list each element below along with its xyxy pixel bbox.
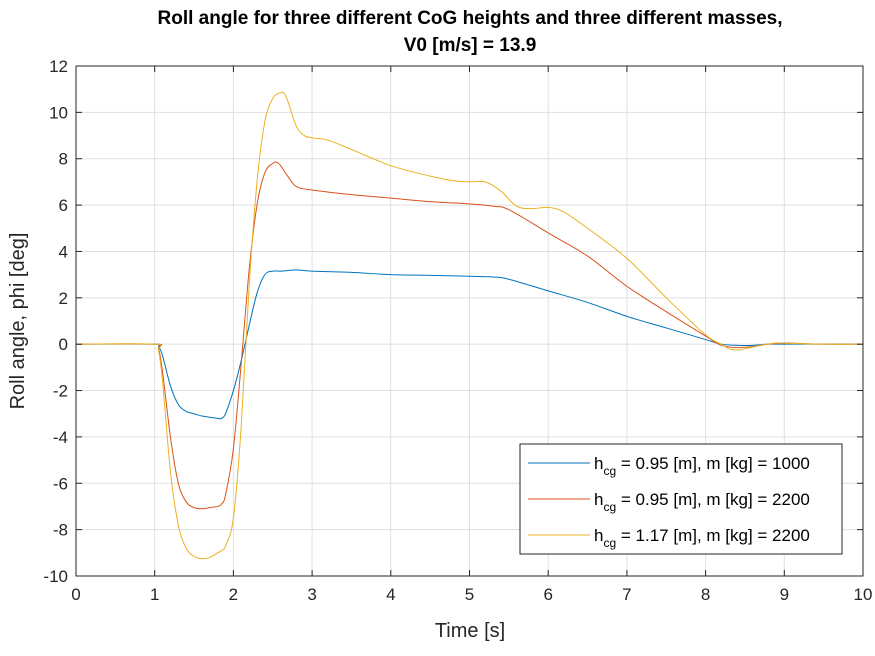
- y-tick-label: -8: [53, 521, 68, 540]
- series-line-3: [75, 91, 864, 560]
- legend-label-subscript: cg: [603, 536, 616, 550]
- legend-label-subscript: cg: [603, 500, 616, 514]
- series-line-2: [75, 161, 864, 510]
- x-tick-label: 5: [465, 585, 474, 604]
- y-tick-label: -4: [53, 428, 68, 447]
- x-tick-label: 2: [229, 585, 238, 604]
- x-tick-label: 1: [150, 585, 159, 604]
- legend-label-rest: = 1.17 [m], m [kg] = 2200: [616, 526, 810, 545]
- y-tick-label: -2: [53, 382, 68, 401]
- y-axis-label: Roll angle, phi [deg]: [7, 233, 29, 410]
- y-tick-label: 10: [49, 103, 68, 122]
- y-tick-label: 4: [59, 242, 68, 261]
- x-tick-label: 8: [701, 585, 710, 604]
- x-tick-label: 0: [71, 585, 80, 604]
- x-tick-label: 9: [780, 585, 789, 604]
- x-tick-label: 7: [622, 585, 631, 604]
- y-tick-label: 0: [59, 335, 68, 354]
- legend-label-base: h: [594, 454, 603, 473]
- y-tick-label: -6: [53, 474, 68, 493]
- y-tick-label: 6: [59, 196, 68, 215]
- legend-label-rest: = 0.95 [m], m [kg] = 1000: [616, 454, 810, 473]
- y-tick-label: 8: [59, 150, 68, 169]
- x-tick-label: 10: [854, 585, 873, 604]
- chart-title-line1: Roll angle for three different CoG heigh…: [158, 8, 783, 29]
- legend-label-subscript: cg: [603, 464, 616, 478]
- legend-label-base: h: [594, 490, 603, 509]
- x-tick-label: 6: [543, 585, 552, 604]
- y-tick-label: 12: [49, 57, 68, 76]
- y-tick-label: -10: [43, 567, 68, 586]
- chart-title-line2: V0 [m/s] = 13.9: [404, 35, 537, 56]
- legend-label-base: h: [594, 526, 603, 545]
- legend-label-3: hcg = 1.17 [m], m [kg] = 2200: [594, 526, 810, 550]
- x-axis-label: Time [s]: [435, 620, 505, 642]
- ticks: [75, 65, 864, 577]
- y-tick-label: 2: [59, 289, 68, 308]
- x-tick-label: 3: [307, 585, 316, 604]
- series-group: [75, 91, 864, 560]
- x-tick-label: 4: [386, 585, 395, 604]
- legend-label-2: hcg = 0.95 [m], m [kg] = 2200: [594, 490, 810, 514]
- legend-label-rest: = 0.95 [m], m [kg] = 2200: [616, 490, 810, 509]
- legend-label-1: hcg = 0.95 [m], m [kg] = 1000: [594, 454, 810, 478]
